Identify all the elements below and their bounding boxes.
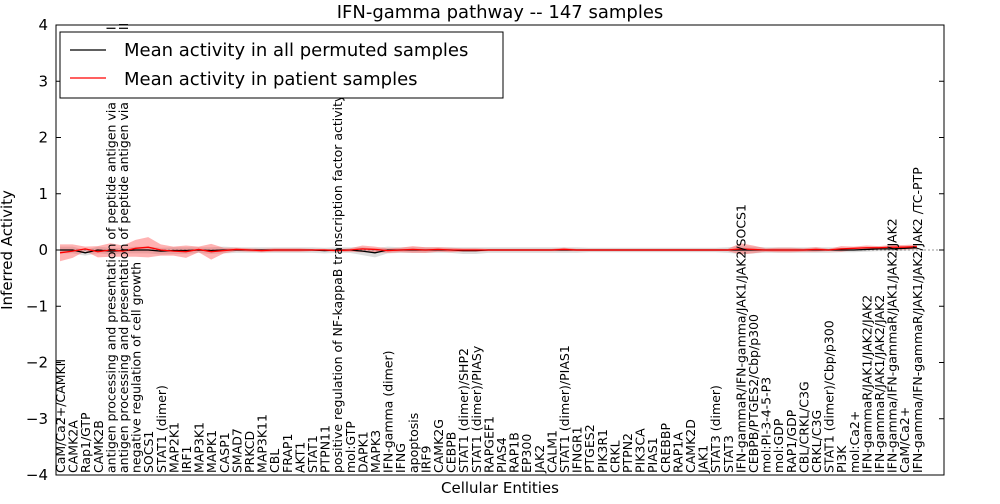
plot-frame [55,24,945,476]
x-tick-label: PI3K [834,445,849,473]
y-tick-label: 3 [38,72,48,90]
x-tick-label: negative regulation of cell growth [129,262,144,473]
x-tick-label: CBL [267,449,282,473]
legend: Mean activity in all permuted samples Me… [59,31,504,99]
x-tick-label: RAP1B [507,432,522,473]
y-tick-label: 2 [38,129,48,147]
x-tick-label: IFN-gammaR/IFN-gamma/JAK1/JAK2/SOCS1 [733,204,748,473]
x-tick-label: PIK3CA [633,428,648,473]
x-tick-label: DAPK1 [355,431,370,473]
band-patient [60,237,917,262]
x-tick-label: positive regulation of NF-kappaB transcr… [330,94,345,473]
x-tick-labels: CaM/Ca2+/CAMKIICAMK2ARap1/GTPCAMK2Bantig… [53,23,925,474]
x-tick-label: CAMK2B [91,420,106,473]
x-tick-label: CALM1 [544,430,559,473]
x-tick-label: PTPN11 [318,425,333,473]
x-tick-label: RAPGEF1 [481,416,496,473]
x-tick-label: CAMK2D [683,419,698,473]
x-tick-label: RAP1/GDP [784,409,799,473]
legend-box [59,31,504,99]
x-tick-label: STAT1 [305,435,320,473]
x-tick-label: PTGES2 [582,424,597,473]
x-tick-label: CAMK2A [66,420,81,473]
x-tick-label: PIAS1 [645,437,660,473]
x-tick-label: MAP3K1 [192,422,207,473]
x-tick-label: PIK3R1 [595,429,610,473]
x-tick-label: MAPK3 [368,430,383,473]
band-permuted [60,245,917,258]
x-tick-label: SOCS1 [141,431,156,473]
x-tick-label: RAP1A [670,432,685,473]
x-tick-label: IRF9 [418,445,433,473]
x-tick-label: STAT1 (dimer)/Cbp/p300 [822,320,837,473]
x-tick-label: IFN-gamma/IFN-gammaR/JAK1/JAK2/JAK2 /TC-… [910,167,925,473]
x-tick-label: IFN-gammaR/JAK1/JAK2/JAK2 [859,295,874,473]
x-tick-label: STAT1 (dimer)/SHP2 [456,348,471,473]
x-tick-label: IFN-gamma (dimer) [381,351,396,474]
x-tick-label: IFNGR1 [570,426,585,473]
x-tick-label: CAMK2G [431,419,446,473]
legend-label-permuted: Mean activity in all permuted samples [124,40,468,61]
x-tick-label: IFN-gammaR/JAK1/JAK2/JAK2 [872,295,887,473]
legend-label-patient: Mean activity in patient samples [124,69,418,90]
x-tick-label: PIAS4 [494,437,509,473]
x-tick-label: JAK1 [696,445,711,474]
x-tick-label: STAT3 (dimer) [708,385,723,473]
x-tick-label: MAPK1 [204,430,219,473]
x-tick-label: IFN-gamma/IFN-gammaR/JAK1/JAK2/JAK2 [885,218,900,473]
x-tick-label: AKT1 [292,442,307,473]
x-tick-label: CaM/Ca2+ [897,407,912,473]
x-tick-label: antigen processing and presentation of p… [116,23,131,473]
series-lines [59,245,917,254]
x-tick-label: antigen processing and presentation of p… [103,26,118,473]
chart-title: IFN-gamma pathway -- 147 samples [337,2,664,23]
x-tick-label: CRKL/C3G [809,410,824,473]
x-tick-label: STAT3 [721,435,736,473]
x-tick-label: EP300 [519,434,534,473]
x-tick-label: mol:Ca2+ [847,411,862,473]
x-tick-label: STAT1 (dimer)/PIAS1 [557,345,572,473]
y-axis-label: Inferred Activity [0,190,16,310]
x-tick-label: FRAP1 [280,434,295,473]
x-tick-label: mol:GTP [343,421,358,473]
x-tick-label: CEBPB [444,432,459,473]
y-tick-label: −1 [26,297,48,315]
x-tick-label: CBL/CRKL/C3G [796,381,811,473]
y-tick-label: 0 [38,241,48,259]
x-tick-label: CRKL [607,440,622,473]
x-tick-label: MAP2K1 [166,422,181,473]
x-tick-label: mol:PI-3-4-5-P3 [759,377,774,473]
x-tick-label: CASP1 [217,432,232,473]
x-tick-label: mol:GDP [771,418,786,473]
x-tick-label: STAT1 (dimer)/PIASy [469,345,484,473]
x-axis-label: Cellular Entities [441,479,559,497]
x-tick-label: IRF1 [179,445,194,473]
x-tick-label: PTPN2 [620,433,635,473]
x-tick-label: STAT1 (dimer) [154,385,169,473]
y-tick-label: −3 [26,410,48,428]
x-tick-label: SMAD7 [229,428,244,473]
x-tick-label: CEBPB/PTGES2/Cbp/p300 [746,314,761,473]
y-tick-label: 4 [38,16,48,34]
y-tick-label: 1 [38,185,48,203]
line-patient [59,245,917,254]
x-tick-label: CREBBP [658,423,673,473]
x-tick-label: MAP3K11 [255,414,270,473]
error-bands [60,237,917,262]
x-tick-label: CaM/Ca2+/CAMKII [53,359,68,473]
x-tick-label: apoptosis [406,413,421,473]
y-tick-label: −2 [26,354,48,372]
x-tick-label: JAK2 [532,445,547,474]
x-tick-label: Rap1/GTP [78,412,93,473]
y-tick-label: −4 [26,466,48,484]
x-tick-label: PRKCD [242,431,257,473]
x-tick-label: IFNG [393,443,408,473]
